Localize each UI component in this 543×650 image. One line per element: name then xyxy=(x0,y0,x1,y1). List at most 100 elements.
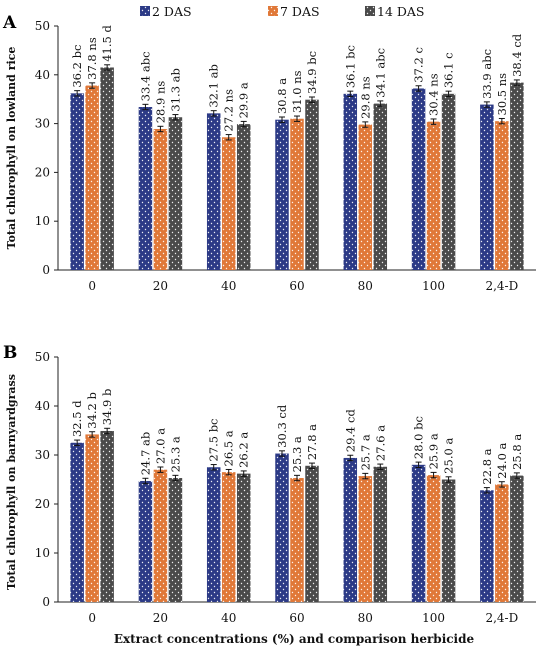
panel-b-y-axis-title: Total chlorophyll on barnyardgrass xyxy=(5,374,18,590)
panel-b-data-label: 26.2 a xyxy=(237,432,251,468)
panel-a-data-label: 34.1 abc xyxy=(373,48,387,98)
panel-a-y-axis-title: Total chlorophyll on lowland rice xyxy=(5,47,18,250)
panel-a-data-label: 33.9 abc xyxy=(480,49,494,99)
panel-b-data-label: 32.5 d xyxy=(70,400,84,437)
panel-b-bar xyxy=(441,479,456,602)
panel-b-data-label: 30.3 cd xyxy=(275,404,289,448)
panel-a-data-label: 34.9 bc xyxy=(305,51,319,94)
panel-b-x-tick-label: 100 xyxy=(422,611,445,625)
panel-a-bar xyxy=(206,113,221,271)
panel-b-bar xyxy=(221,472,236,602)
panel-a-data-label: 31.3 ab xyxy=(168,68,182,111)
legend-label-7-das: 7 DAS xyxy=(280,4,320,19)
legend-swatch-2-das xyxy=(140,6,150,16)
panel-b-y-tick-label: 0 xyxy=(42,595,50,609)
panel-b-bar xyxy=(236,473,251,602)
panel-a-bar xyxy=(70,93,84,271)
panel-a-data-label: 30.8 a xyxy=(275,78,289,114)
panel-b-y-tick-label: 30 xyxy=(35,448,50,462)
panel-a-bar xyxy=(495,121,509,270)
panel-b-bar xyxy=(373,466,388,602)
panel-a-bar xyxy=(426,121,441,270)
panel-b-x-tick-label: 20 xyxy=(153,611,168,625)
panel-b-data-label: 27.8 a xyxy=(305,424,319,460)
panel-a-bar xyxy=(480,104,494,271)
panel-b-x-tick-label: 60 xyxy=(289,611,304,625)
panel-a-bar xyxy=(305,99,319,270)
panel-a-bar xyxy=(290,118,304,270)
panel-a-data-label: 37.2 c xyxy=(412,47,426,83)
panel-b-bar xyxy=(138,480,153,602)
panel-b-bar xyxy=(480,490,494,602)
panel-b-y-tick-label: 40 xyxy=(35,399,50,413)
panel-a-bar xyxy=(168,117,183,270)
panel-a-x-tick-label: 80 xyxy=(358,279,373,293)
legend-label-2-das: 2 DAS xyxy=(152,4,192,19)
panel-a-data-label: 30.4 ns xyxy=(427,73,441,116)
panel-a-data-label: 30.5 ns xyxy=(495,73,509,116)
panel-b-x-tick-label: 80 xyxy=(358,611,373,625)
panel-a-data-label: 36.1 c xyxy=(442,52,456,88)
panel-a-bar xyxy=(441,93,456,270)
panel-a-y-tick-label: 20 xyxy=(35,165,50,179)
panel-b-bar xyxy=(358,476,373,602)
legend-swatch-7-das xyxy=(268,6,278,16)
panel-a-bar xyxy=(100,67,114,270)
panel-b-bar xyxy=(168,478,183,602)
legend-label-14-das: 14 DAS xyxy=(377,4,425,19)
panel-a-data-label: 37.8 ns xyxy=(85,37,99,80)
panel-b-x-tick-label: 2,4-D xyxy=(485,611,518,625)
x-axis-title: Extract concentrations (%) and compariso… xyxy=(114,632,475,646)
legend-swatch-14-das xyxy=(365,6,375,16)
panel-b-y-tick-label: 10 xyxy=(35,546,50,560)
panel-a-data-label: 28.9 ns xyxy=(153,81,167,124)
panel-b-data-label: 25.3 a xyxy=(290,436,304,472)
panel-a-bar xyxy=(153,128,168,270)
panel-b-chart: B Total chlorophyll on barnyardgrass 0 10… xyxy=(3,343,536,625)
panel-a-data-label: 31.0 ns xyxy=(290,70,304,113)
panel-b-x-tick-label: 40 xyxy=(221,611,236,625)
panel-a-bar xyxy=(85,85,99,270)
panel-a-letter: A xyxy=(2,13,17,33)
panel-a-data-label: 41.5 d xyxy=(100,25,114,62)
panel-a-data-label: 27.2 ns xyxy=(222,89,236,132)
panel-b-data-label: 24.7 ab xyxy=(138,432,152,475)
panel-a-y-tick-label: 0 xyxy=(42,263,50,277)
panel-a-y-tick-label: 40 xyxy=(35,68,50,82)
panel-b-data-label: 27.6 a xyxy=(373,425,387,461)
panel-a-bar xyxy=(373,103,388,270)
panel-b-data-label: 26.5 a xyxy=(222,430,236,466)
panel-b-bar xyxy=(206,467,221,602)
panel-a-data-label: 29.8 ns xyxy=(358,76,372,119)
panel-b-data-label: 24.0 a xyxy=(495,442,509,478)
panel-b-data-label: 28.0 bc xyxy=(412,416,426,459)
panel-a-y-tick-label: 50 xyxy=(35,19,50,33)
panel-a-bar xyxy=(343,93,358,270)
panel-b-bar xyxy=(411,464,426,602)
panel-a-chart: A Total chlorophyll on lowland rice 0 10 2… xyxy=(2,13,536,293)
panel-a-data-label: 36.2 bc xyxy=(70,45,84,88)
panel-b-data-label: 25.7 a xyxy=(358,434,372,470)
panel-a-x-tick-label: 100 xyxy=(422,279,445,293)
panel-a-x-tick-label: 0 xyxy=(88,279,96,293)
panel-b-bar xyxy=(100,430,114,602)
panel-b-bar xyxy=(70,442,84,602)
panel-b-y-tick-label: 50 xyxy=(35,350,50,364)
panel-a-y-tick-label: 10 xyxy=(35,214,50,228)
legend: 2 DAS 7 DAS 14 DAS xyxy=(140,4,425,19)
panel-a-bar xyxy=(358,124,373,271)
panel-b-bar xyxy=(275,453,289,602)
panel-b-data-label: 25.3 a xyxy=(168,436,182,472)
panel-a-x-tick-label: 60 xyxy=(289,279,304,293)
panel-b-data-label: 29.4 cd xyxy=(343,409,357,453)
panel-b-data-label: 25.8 a xyxy=(510,434,524,470)
panel-a-data-label: 32.1 ab xyxy=(207,64,221,107)
panel-b-x-tick-label: 0 xyxy=(88,611,96,625)
panel-a-x-tick-label: 2,4-D xyxy=(485,279,518,293)
panel-b-bar xyxy=(495,484,509,602)
panel-a-bar xyxy=(236,124,251,270)
panel-b-bar xyxy=(290,478,304,602)
panel-b-y-tick-label: 20 xyxy=(35,497,50,511)
panel-a-data-label: 38.4 cd xyxy=(510,33,524,77)
